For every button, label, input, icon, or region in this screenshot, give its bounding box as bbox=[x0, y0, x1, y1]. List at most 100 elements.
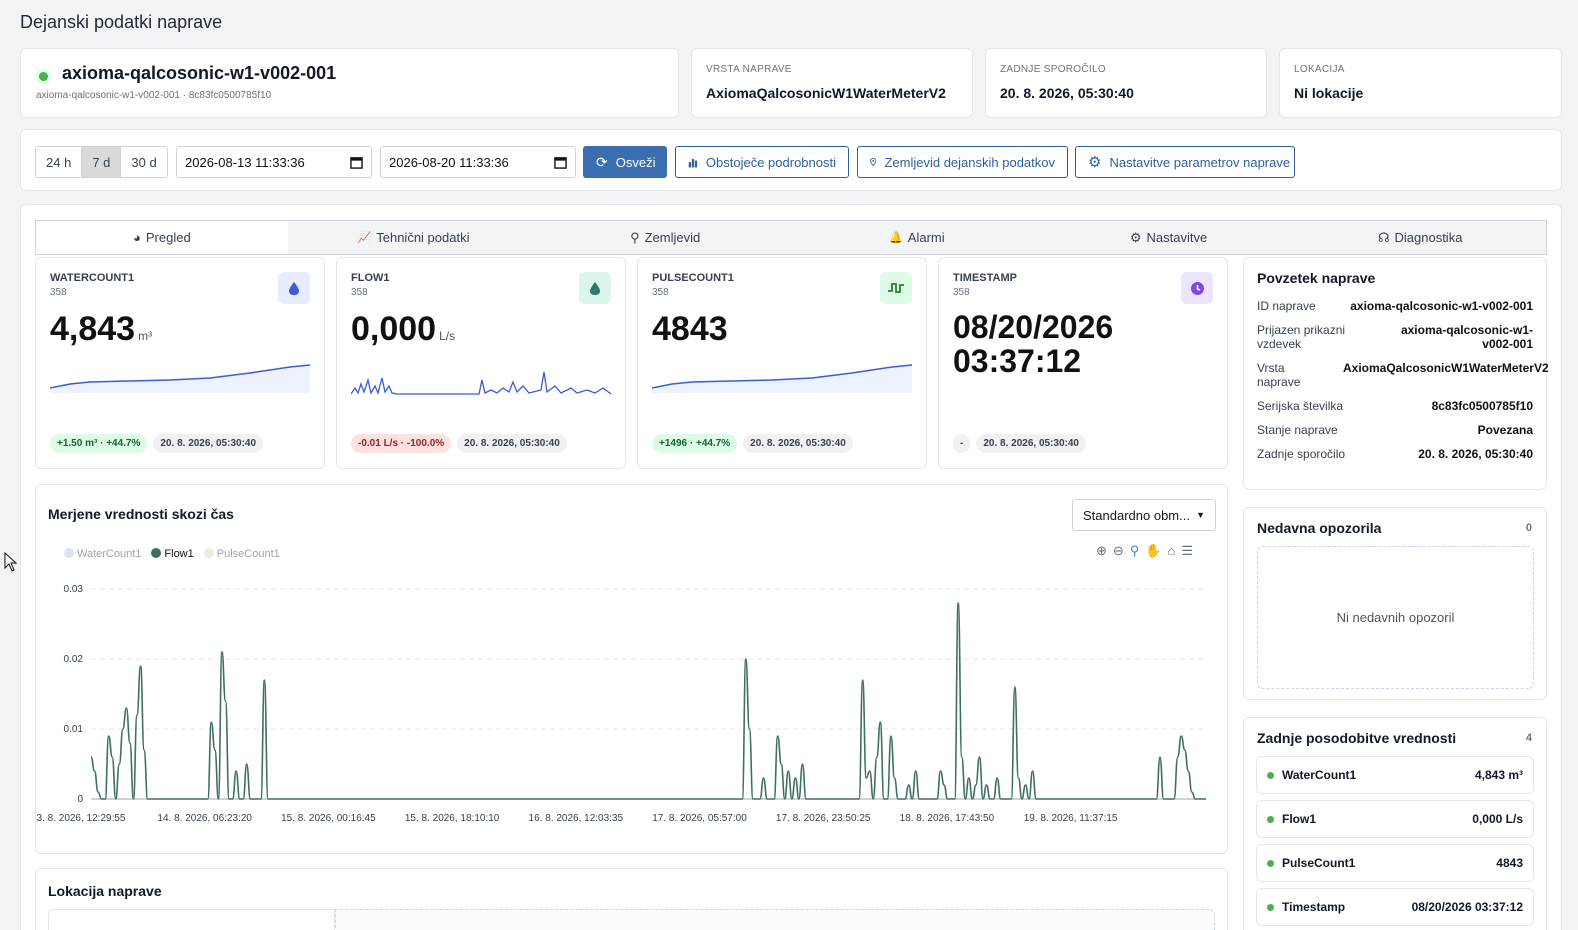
x-tick-label: 19. 8. 2026, 11:37:15 bbox=[1024, 813, 1118, 824]
y-tick-label: 0.02 bbox=[64, 654, 84, 665]
tab-alarmi[interactable]: 🔔 Alarmi bbox=[791, 221, 1043, 254]
date-from-value: 2026-08-13 11:33:36 bbox=[185, 154, 305, 170]
mouse-cursor-icon bbox=[4, 552, 18, 572]
x-tick-label: 3. 8. 2026, 12:29:55 bbox=[37, 813, 126, 824]
details-button[interactable]: Obstoječe podrobnosti bbox=[675, 146, 849, 178]
pulse-icon bbox=[880, 272, 912, 304]
device-type-card: VRSTA NAPRAVE AxiomaQalcosonicW1WaterMet… bbox=[691, 48, 973, 118]
chart-card: Merjene vrednosti skozi čas Standardno o… bbox=[35, 484, 1228, 854]
parameters-button[interactable]: ⚙ Nastavitve parametrov naprave bbox=[1075, 146, 1295, 178]
range-7d[interactable]: 7 d bbox=[82, 147, 122, 177]
location-title: Lokacija naprave bbox=[48, 883, 162, 899]
search-zoom-icon[interactable]: ⚲ bbox=[1129, 543, 1140, 558]
map-pin-icon: ⚲ bbox=[630, 229, 640, 245]
tab-pregled[interactable]: ◕ Pregled bbox=[36, 221, 288, 254]
last-updates-title: Zadnje posodobitve vrednosti bbox=[1257, 730, 1457, 746]
calendar-icon[interactable] bbox=[350, 156, 363, 169]
metric-card-watercount1: WATERCOUNT1 358 4,843 m³ +1.50 m³ · +44.7… bbox=[35, 257, 325, 469]
alerts-empty: Ni nedavnih opozoril bbox=[1257, 546, 1534, 689]
y-tick-label: 0.01 bbox=[64, 724, 84, 735]
status-dot bbox=[39, 69, 48, 84]
tab-label: Alarmi bbox=[907, 230, 945, 245]
update-row-timestamp: Timestamp 08/20/2026 03:37:12 bbox=[1256, 888, 1534, 926]
gear-icon: ⚙ bbox=[1088, 154, 1102, 171]
device-summary-card: Povzetek naprave ID naprave axioma-qalcos… bbox=[1243, 257, 1549, 490]
zoom-in-icon[interactable]: ⊕ bbox=[1096, 543, 1107, 558]
pan-hand-icon[interactable]: ✋ bbox=[1145, 543, 1162, 558]
refresh-label: Osveži bbox=[615, 154, 656, 170]
tab-diagnostika[interactable]: ☊ Diagnostika bbox=[1294, 221, 1546, 254]
metric-sub: 358 bbox=[652, 287, 669, 298]
clock-icon bbox=[1181, 272, 1213, 304]
tab-zemljevid[interactable]: ⚲ Zemljevid bbox=[539, 221, 791, 254]
page-title: Dejanski podatki naprave bbox=[20, 12, 223, 32]
update-row-flow1: Flow1 0,000 L/s bbox=[1256, 800, 1534, 838]
metric-delta: - bbox=[953, 434, 971, 453]
flow-chart: 0.03 0.02 0.01 0 3. 8. 2026, 12:29:55 14. 8. … bbox=[37, 584, 1206, 824]
summary-row-id: ID naprave axioma-qalcosonic-w1-v002-001 bbox=[1257, 299, 1533, 313]
date-to-input[interactable]: 2026-08-20 11:33:36 bbox=[380, 146, 576, 178]
tab-tehnicni-podatki[interactable]: 📈 Tehnični podatki bbox=[288, 221, 540, 254]
map-pin-icon bbox=[870, 158, 877, 167]
last-message-value: 20. 8. 2026, 05:30:40 bbox=[1000, 85, 1134, 101]
caret-down-icon: ▼ bbox=[1196, 510, 1205, 520]
line-chart-icon: 📈 bbox=[357, 232, 372, 244]
range-30d[interactable]: 30 d bbox=[131, 154, 157, 170]
date-from-input[interactable]: 2026-08-13 11:33:36 bbox=[176, 146, 372, 178]
summary-row-serial: Serijska številka 8c83fc0500785f10 bbox=[1257, 399, 1533, 413]
summary-title: Povzetek naprave bbox=[1257, 270, 1376, 286]
metric-delta: +1.50 m³ · +44.7% bbox=[50, 434, 148, 453]
refresh-button[interactable]: ⟳ Osveži bbox=[583, 146, 667, 178]
tab-label: Pregled bbox=[145, 230, 191, 245]
zoom-out-icon[interactable]: ⊖ bbox=[1112, 543, 1124, 558]
legend-item-pulsecount1[interactable]: PulseCount1 bbox=[203, 548, 280, 560]
metric-label: WATERCOUNT1 bbox=[50, 272, 135, 284]
sparkline bbox=[50, 364, 311, 393]
tab-label: Tehnični podatki bbox=[376, 230, 470, 245]
alerts-title: Nedavna opozorila bbox=[1257, 520, 1382, 536]
metric-label: FLOW1 bbox=[351, 272, 390, 284]
update-row-pulsecount1: PulseCount1 4843 bbox=[1256, 844, 1534, 882]
x-tick-label: 18. 8. 2026, 17:43:50 bbox=[900, 813, 995, 824]
menu-icon[interactable]: ☰ bbox=[1181, 543, 1194, 558]
gear-icon: ⚙ bbox=[1129, 229, 1142, 245]
metric-delta: +1496 · +44.7% bbox=[652, 434, 738, 453]
chart-toolbar: ⊕ ⊖ ⚲ ✋ ⌂ ☰ bbox=[1096, 543, 1193, 559]
metric-time: 20. 8. 2026, 05:30:40 bbox=[153, 434, 264, 453]
tab-bar: ◕ Pregled 📈 Tehnični podatki ⚲ Zemljevid 🔔 A… bbox=[35, 220, 1547, 255]
metric-label: TIMESTAMP bbox=[953, 272, 1017, 284]
device-header-card: axioma-qalcosonic-w1-v002-001 axioma-qal… bbox=[20, 48, 679, 118]
range-select-value: Standardno obm... bbox=[1083, 507, 1190, 523]
legend-item-watercount1[interactable]: WaterCount1 bbox=[64, 548, 141, 560]
metric-card-pulsecount1: PULSECOUNT1 358 4843 +1496 · +44.7% 20. 8… bbox=[637, 257, 927, 469]
alerts-count: 0 bbox=[1525, 522, 1532, 534]
range-select[interactable]: Standardno obm... ▼ bbox=[1072, 499, 1216, 531]
location-map-panel bbox=[335, 909, 1215, 930]
x-tick-label: 15. 8. 2026, 18:10:10 bbox=[405, 813, 500, 824]
device-meta: axioma-qalcosonic-w1-v002-001 · 8c83fc05… bbox=[36, 90, 272, 101]
metric-label: PULSECOUNT1 bbox=[652, 272, 734, 284]
tab-label: Zemljevid bbox=[644, 230, 701, 245]
x-tick-label: 16. 8. 2026, 12:03:35 bbox=[529, 813, 624, 824]
location-label: LOKACIJA bbox=[1294, 64, 1345, 75]
tab-label: Nastavitve bbox=[1146, 230, 1208, 245]
metric-time: 20. 8. 2026, 05:30:40 bbox=[976, 434, 1086, 453]
metric-sub: 358 bbox=[50, 287, 67, 298]
summary-row-type: Vrsta naprave AxiomaQalcosonicW1WaterMete… bbox=[1257, 361, 1549, 389]
legend-item-flow1[interactable]: Flow1 bbox=[151, 548, 194, 560]
location-map-card: Lokacija naprave bbox=[35, 868, 1228, 930]
parameters-label: Nastavitve parametrov naprave bbox=[1109, 154, 1291, 170]
metric-delta: -0.01 L/s · -100.0% bbox=[351, 434, 452, 453]
date-to-value: 2026-08-20 11:33:36 bbox=[389, 154, 509, 170]
x-tick-label: 17. 8. 2026, 05:57:00 bbox=[652, 813, 747, 824]
range-selector: 24 h 7 d 30 d bbox=[35, 146, 168, 178]
map-button[interactable]: Zemljevid dejanskih podatkov bbox=[857, 146, 1068, 178]
calendar-icon[interactable] bbox=[554, 156, 567, 169]
range-24h[interactable]: 24 h bbox=[36, 147, 83, 177]
map-label: Zemljevid dejanskih podatkov bbox=[884, 154, 1055, 170]
tab-nastavitve[interactable]: ⚙ Nastavitve bbox=[1043, 221, 1295, 254]
home-icon[interactable]: ⌂ bbox=[1167, 543, 1176, 558]
palette-icon: ◕ bbox=[133, 230, 141, 245]
device-type-value: AxiomaQalcosonicW1WaterMeterV2 bbox=[706, 85, 946, 101]
metric-time: 20. 8. 2026, 05:30:40 bbox=[457, 434, 567, 453]
